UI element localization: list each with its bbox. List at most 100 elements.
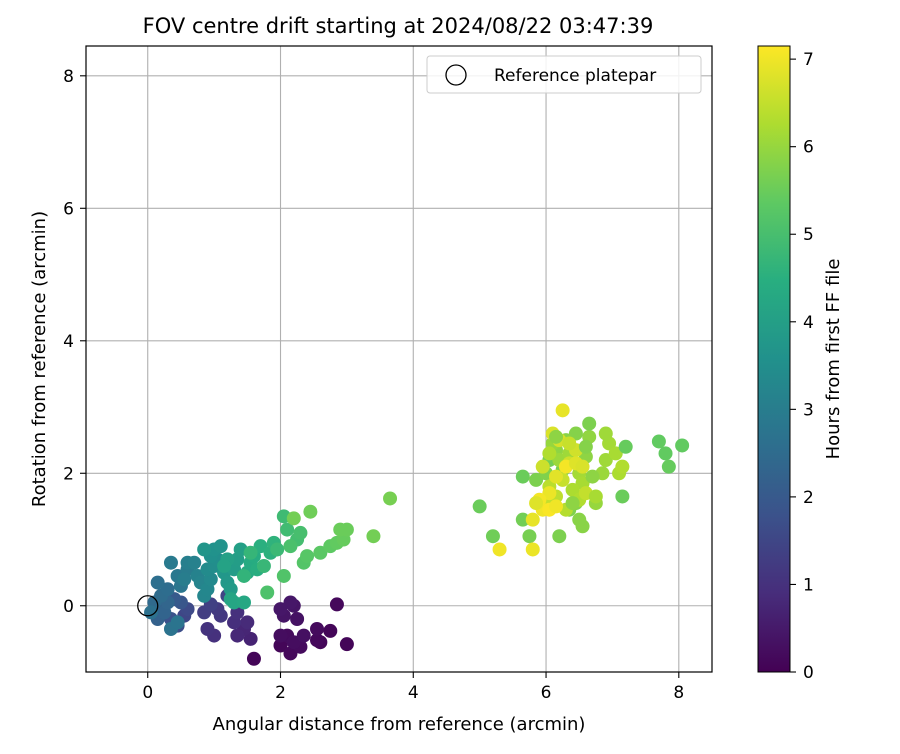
data-point bbox=[608, 446, 623, 461]
data-point bbox=[575, 459, 590, 474]
data-point bbox=[243, 631, 258, 646]
x-tick-label: 8 bbox=[673, 683, 684, 703]
x-tick-label: 6 bbox=[541, 683, 552, 703]
data-point bbox=[492, 542, 507, 557]
y-tick-label: 4 bbox=[63, 332, 74, 352]
data-point bbox=[529, 472, 544, 487]
data-point bbox=[555, 403, 570, 418]
data-point bbox=[472, 499, 487, 514]
data-point bbox=[200, 621, 215, 636]
colorbar-label: Hours from first FF file bbox=[823, 259, 844, 460]
data-point bbox=[552, 529, 567, 544]
data-point bbox=[339, 637, 354, 652]
legend-box bbox=[426, 55, 702, 94]
data-point bbox=[542, 486, 557, 501]
data-point bbox=[273, 602, 288, 617]
data-point bbox=[217, 559, 232, 574]
data-point bbox=[585, 469, 600, 484]
y-tick-label: 2 bbox=[63, 464, 74, 484]
data-point bbox=[615, 489, 630, 504]
data-point bbox=[598, 453, 613, 468]
data-point bbox=[300, 549, 315, 564]
colorbar-tick-label: 0 bbox=[803, 663, 814, 683]
data-point bbox=[286, 511, 301, 526]
data-point bbox=[150, 575, 165, 590]
data-point bbox=[598, 426, 613, 441]
data-point bbox=[177, 572, 192, 587]
data-point bbox=[529, 496, 544, 511]
plot-frame bbox=[85, 45, 713, 673]
data-points bbox=[137, 403, 690, 666]
data-point bbox=[270, 542, 285, 557]
data-point bbox=[582, 416, 597, 431]
legend-label: Reference platepar bbox=[494, 66, 656, 86]
data-point bbox=[170, 615, 185, 630]
x-tick-label: 0 bbox=[142, 683, 153, 703]
data-point bbox=[310, 633, 325, 648]
data-point bbox=[303, 504, 318, 519]
legend-marker bbox=[445, 64, 467, 86]
data-point bbox=[525, 512, 540, 527]
data-point bbox=[535, 459, 550, 474]
colorbar-tick-label: 3 bbox=[803, 400, 814, 420]
data-point bbox=[280, 522, 295, 537]
data-point bbox=[329, 597, 344, 612]
data-point bbox=[236, 568, 251, 583]
data-point bbox=[658, 446, 673, 461]
data-point bbox=[562, 436, 577, 451]
data-point bbox=[568, 426, 583, 441]
data-point bbox=[339, 522, 354, 537]
chart-title: FOV centre drift starting at 2024/08/22 … bbox=[143, 14, 654, 38]
data-point bbox=[243, 545, 258, 560]
y-tick-label: 0 bbox=[63, 597, 74, 617]
data-point bbox=[283, 539, 298, 554]
data-point bbox=[515, 469, 530, 484]
data-point bbox=[273, 628, 288, 643]
data-point bbox=[618, 439, 633, 454]
data-point bbox=[236, 595, 251, 610]
x-axis-label: Angular distance from reference (arcmin) bbox=[213, 714, 586, 735]
data-point bbox=[383, 491, 398, 506]
data-point bbox=[615, 459, 630, 474]
data-point bbox=[323, 623, 338, 638]
data-point bbox=[290, 612, 305, 627]
data-point bbox=[661, 459, 676, 474]
data-point bbox=[675, 438, 690, 453]
colorbar-tick-label: 4 bbox=[803, 313, 814, 333]
data-point bbox=[548, 429, 563, 444]
data-point bbox=[253, 539, 268, 554]
data-point bbox=[565, 482, 580, 497]
colorbar: 0 1 2 3 4 5 6 7 Hours from first FF file bbox=[757, 45, 844, 683]
axis-ticks: 0 2 4 6 8 0 2 4 6 8 bbox=[63, 67, 684, 703]
data-point bbox=[485, 529, 500, 544]
data-point bbox=[296, 628, 311, 643]
y-axis-label: Rotation from reference (arcmin) bbox=[29, 211, 50, 507]
data-point bbox=[197, 542, 212, 557]
x-tick-label: 4 bbox=[408, 683, 419, 703]
data-point bbox=[522, 529, 537, 544]
data-point bbox=[283, 646, 298, 661]
data-point bbox=[273, 638, 288, 653]
data-point bbox=[160, 582, 175, 597]
data-point bbox=[260, 585, 275, 600]
data-point bbox=[525, 542, 540, 557]
data-point bbox=[230, 628, 245, 643]
data-point bbox=[548, 499, 563, 514]
data-point bbox=[515, 512, 530, 527]
data-point bbox=[293, 525, 308, 540]
y-tick-label: 6 bbox=[63, 199, 74, 219]
colorbar-tick-label: 7 bbox=[803, 50, 814, 70]
data-point bbox=[276, 568, 291, 583]
data-point bbox=[310, 621, 325, 636]
data-point bbox=[548, 469, 563, 484]
data-point bbox=[256, 559, 271, 574]
reference-point bbox=[137, 595, 159, 617]
data-point bbox=[246, 651, 261, 666]
legend: Reference platepar bbox=[426, 55, 702, 94]
data-point bbox=[588, 489, 603, 504]
data-point bbox=[578, 439, 593, 454]
colorbar-tick-label: 2 bbox=[803, 488, 814, 508]
colorbar-ticks: 0 1 2 3 4 5 6 7 bbox=[790, 50, 814, 683]
data-point bbox=[313, 545, 328, 560]
x-tick-label: 2 bbox=[275, 683, 286, 703]
